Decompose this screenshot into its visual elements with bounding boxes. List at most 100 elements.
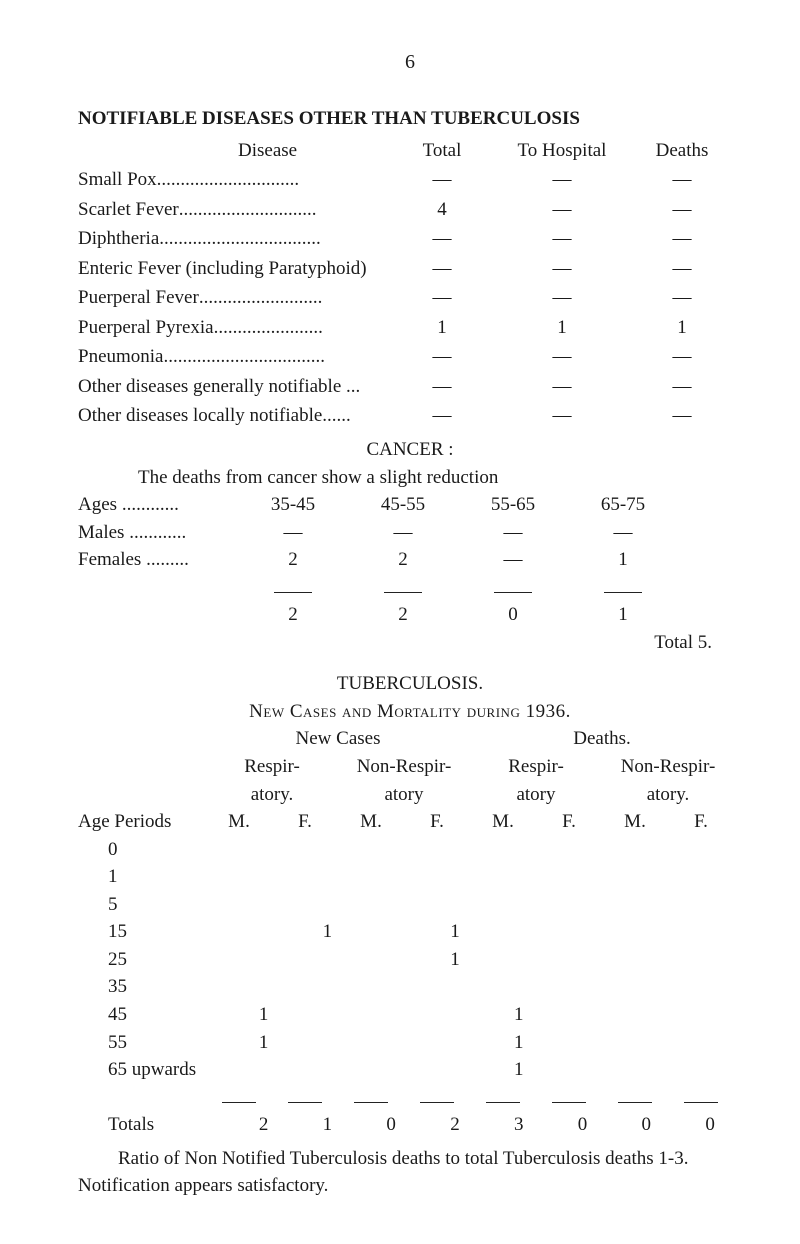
notifiable-row: Small Pox..............................—…: [78, 166, 742, 194]
notifiable-title: NOTIFIABLE DISEASES OTHER THAN TUBERCULO…: [78, 105, 742, 133]
notif-total: —: [382, 373, 502, 401]
tb-total-cell: 0: [551, 1111, 615, 1139]
tb-title: TUBERCULOSIS.: [78, 670, 742, 698]
cancer-cell: —: [458, 519, 568, 547]
tb-deaths: Deaths.: [470, 725, 734, 753]
hdr-total: Total: [382, 137, 502, 165]
tb-total-cell: 2: [423, 1111, 487, 1139]
cancer-row-label: Males: [78, 522, 129, 543]
notif-total: —: [382, 343, 502, 371]
notif-hospital: —: [502, 284, 622, 312]
notif-dots: ..........................: [199, 284, 323, 312]
notifiable-row: Scarlet Fever ..........................…: [78, 196, 742, 224]
cancer-sum-3: 0: [458, 601, 568, 629]
tb-cell: 1: [423, 946, 487, 974]
notif-deaths: —: [622, 166, 742, 194]
notif-total: —: [382, 166, 502, 194]
tb-resp1: Respir-: [206, 753, 338, 781]
tb-age: 55: [78, 1029, 232, 1057]
cancer-cell: —: [568, 519, 678, 547]
tb-total-cell: 3: [487, 1111, 551, 1139]
notif-hospital: 1: [502, 314, 622, 342]
tb-f: F.: [404, 808, 470, 836]
hdr-hospital: To Hospital: [502, 137, 622, 165]
notifiable-row: Enteric Fever (including Paratyphoid)———: [78, 255, 742, 283]
notif-deaths: —: [622, 255, 742, 283]
cancer-dots: .........: [146, 549, 189, 570]
tb-subtitle: New Cases and Mortality during 1936.: [78, 698, 742, 726]
tb-m: M.: [206, 808, 272, 836]
tb-atory3: atory: [470, 781, 602, 809]
tb-row: 1511: [78, 918, 742, 946]
notif-label: Puerperal Fever: [78, 284, 199, 312]
notif-deaths: —: [622, 196, 742, 224]
cancer-sum-4: 1: [568, 601, 678, 629]
notif-label: Pneumonia: [78, 343, 164, 371]
cancer-row: Females .........22—1: [78, 546, 742, 574]
tb-total-cell: 0: [614, 1111, 678, 1139]
notif-total: 4: [382, 196, 502, 224]
notifiable-row: Other diseases generally notifiable ... —…: [78, 373, 742, 401]
notif-hospital: —: [502, 343, 622, 371]
tb-age: 35: [78, 973, 232, 1001]
notif-label: Puerperal Pyrexia: [78, 314, 214, 342]
notif-deaths: —: [622, 373, 742, 401]
tb-row: 251: [78, 946, 742, 974]
notif-dots: ......: [322, 402, 351, 430]
tb-total-cell: 2: [232, 1111, 296, 1139]
cancer-total: Total 5.: [78, 629, 742, 657]
notif-total: —: [382, 284, 502, 312]
tb-age: 5: [78, 891, 232, 919]
tb-age: 15: [78, 918, 232, 946]
notifiable-row: Puerperal Pyrexia ......................…: [78, 314, 742, 342]
tb-cell: 1: [232, 1029, 296, 1057]
tb-f: F.: [668, 808, 734, 836]
tb-row: 0: [78, 836, 742, 864]
tb-row: 1: [78, 863, 742, 891]
notif-label: Other diseases generally notifiable ...: [78, 373, 360, 401]
notif-label: Small Pox: [78, 166, 157, 194]
tb-total-cell: 0: [678, 1111, 742, 1139]
tb-cell: 1: [487, 1056, 551, 1084]
cancer-cell: 1: [568, 546, 678, 574]
notif-dots: ..................................: [164, 343, 326, 371]
notif-hospital: —: [502, 255, 622, 283]
tb-age: 45: [78, 1001, 232, 1029]
cancer-cell: 2: [238, 546, 348, 574]
tb-row: 65 upwards 1: [78, 1056, 742, 1084]
tb-para: Ratio of Non Notified Tuberculosis death…: [78, 1145, 742, 1200]
tb-m: M.: [470, 808, 536, 836]
notifiable-row: Other diseases locally notifiable ......…: [78, 402, 742, 430]
notif-hospital: —: [502, 196, 622, 224]
tb-row: 4511: [78, 1001, 742, 1029]
notif-total: —: [382, 402, 502, 430]
notif-total: —: [382, 255, 502, 283]
notif-dots: .............................: [179, 196, 317, 224]
notif-dots: ..................................: [159, 225, 321, 253]
tb-nonresp1: Non-Respir-: [338, 753, 470, 781]
tb-atory2: atory: [338, 781, 470, 809]
hdr-disease: Disease: [238, 137, 338, 165]
cancer-col-1: 35-45: [238, 491, 348, 519]
tb-m: M.: [602, 808, 668, 836]
notif-label: Other diseases locally notifiable: [78, 402, 322, 430]
notif-hospital: —: [502, 166, 622, 194]
notif-deaths: 1: [622, 314, 742, 342]
page-number: 6: [78, 48, 742, 77]
tb-cell: 1: [295, 918, 359, 946]
notif-total: 1: [382, 314, 502, 342]
tb-age: 65 upwards: [78, 1056, 232, 1084]
tb-f: F.: [272, 808, 338, 836]
cancer-cell: —: [458, 546, 568, 574]
tb-age: 0: [78, 836, 232, 864]
cancer-sum-2: 2: [348, 601, 458, 629]
notif-hospital: —: [502, 402, 622, 430]
tb-age-hdr: Age Periods: [78, 808, 206, 836]
cancer-col-4: 65-75: [568, 491, 678, 519]
tb-atory4: atory.: [602, 781, 734, 809]
cancer-dots: ............: [129, 522, 186, 543]
notif-label: Diphtheria: [78, 225, 159, 253]
tb-totals-label: Totals: [78, 1111, 232, 1139]
cancer-ages-label: Ages: [78, 494, 122, 515]
cancer-dots: ............: [122, 494, 179, 515]
